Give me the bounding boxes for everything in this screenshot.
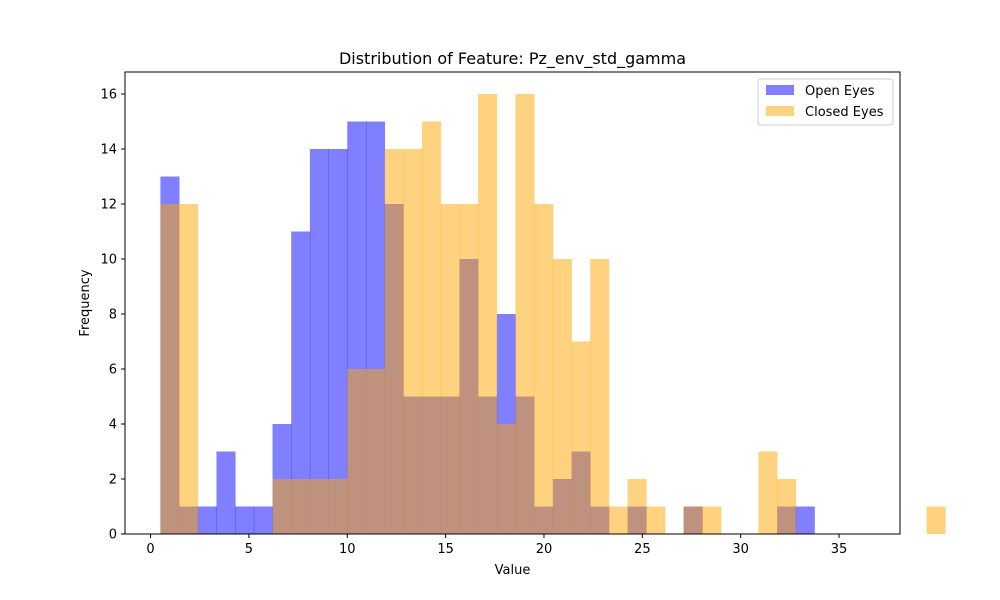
x-tick-label: 15 — [437, 542, 454, 557]
x-tick-label: 30 — [732, 542, 749, 557]
y-tick-label: 10 — [100, 253, 117, 268]
closed-eyes-bar — [309, 479, 329, 534]
closed-eyes-bar — [272, 479, 292, 534]
y-tick-label: 12 — [100, 198, 117, 213]
y-tick-label: 8 — [109, 308, 117, 323]
y-tick-label: 16 — [100, 88, 117, 103]
series-closed-eyes-bars — [160, 94, 946, 534]
closed-eyes-bar — [496, 424, 516, 534]
closed-eyes-bar — [646, 506, 666, 534]
x-tick-label: 20 — [536, 542, 553, 557]
open-eyes-bar — [235, 506, 255, 534]
x-tick-label: 0 — [146, 542, 154, 557]
x-tick-label: 5 — [245, 542, 253, 557]
open-eyes-bar — [291, 231, 311, 534]
x-tick-label: 10 — [339, 542, 356, 557]
legend-swatch-open-eyes — [766, 85, 794, 95]
closed-eyes-bar — [160, 204, 180, 534]
closed-eyes-bar — [440, 204, 460, 534]
closed-eyes-bar — [926, 506, 946, 534]
y-tick-label: 0 — [109, 528, 117, 543]
closed-eyes-bar — [459, 204, 479, 534]
closed-eyes-bar — [478, 94, 498, 534]
closed-eyes-bar — [777, 479, 797, 534]
open-eyes-bar — [197, 506, 217, 534]
closed-eyes-bar — [683, 506, 703, 534]
y-tick-label: 6 — [109, 363, 117, 378]
closed-eyes-bar — [571, 341, 591, 534]
closed-eyes-bar — [422, 121, 442, 534]
x-tick-label: 25 — [634, 542, 651, 557]
closed-eyes-bar — [347, 369, 367, 534]
closed-eyes-bar — [384, 149, 404, 534]
open-eyes-bar — [795, 506, 815, 534]
open-eyes-bar — [309, 149, 329, 534]
y-tick-label: 14 — [100, 143, 117, 158]
closed-eyes-bar — [608, 506, 628, 534]
x-axis-label: Value — [495, 563, 531, 578]
closed-eyes-bar — [758, 451, 778, 534]
open-eyes-bar — [253, 506, 273, 534]
legend-label-open-eyes: Open Eyes — [805, 84, 875, 99]
closed-eyes-bar — [534, 204, 554, 534]
closed-eyes-bar — [179, 204, 199, 534]
y-axis-label: Frequency — [78, 269, 93, 336]
y-tick-label: 4 — [109, 418, 117, 433]
open-eyes-bar — [328, 149, 348, 534]
legend-swatch-closed-eyes — [766, 106, 794, 116]
y-axis-ticks: 0 2 4 6 8 10 12 14 16 — [100, 88, 125, 543]
closed-eyes-bar — [328, 479, 348, 534]
closed-eyes-bar — [552, 259, 572, 534]
chart-title: Distribution of Feature: Pz_env_std_gamm… — [339, 49, 686, 69]
closed-eyes-bar — [515, 94, 535, 534]
closed-eyes-bar — [403, 149, 423, 534]
closed-eyes-bar — [291, 479, 311, 534]
x-axis-ticks: 0 5 10 15 20 25 30 35 — [146, 534, 847, 557]
closed-eyes-bar — [702, 506, 722, 534]
closed-eyes-bar — [365, 369, 386, 534]
closed-eyes-bar — [590, 259, 610, 534]
y-tick-label: 2 — [109, 473, 117, 488]
legend: Open Eyes Closed Eyes — [757, 78, 894, 126]
closed-eyes-bar — [627, 479, 647, 534]
axes-frame — [124, 71, 901, 535]
open-eyes-bar — [216, 451, 236, 534]
legend-label-closed-eyes: Closed Eyes — [805, 105, 884, 120]
x-tick-label: 35 — [831, 542, 848, 557]
